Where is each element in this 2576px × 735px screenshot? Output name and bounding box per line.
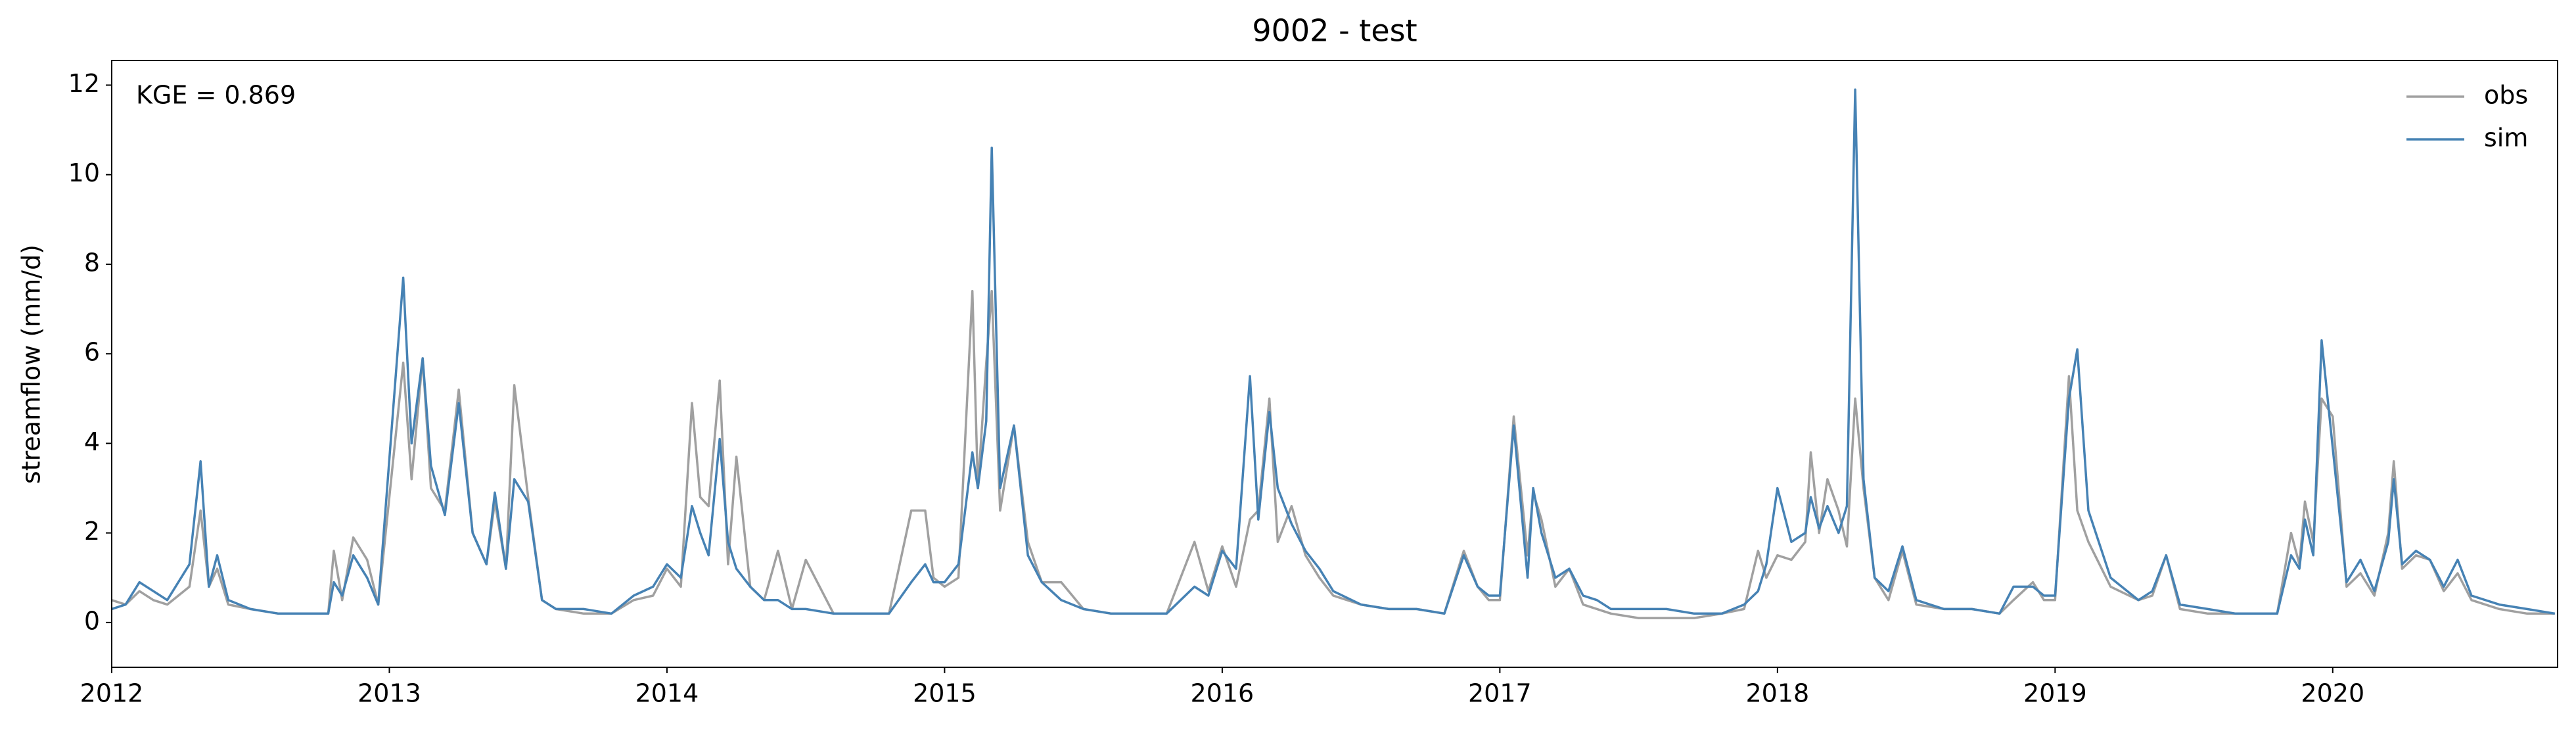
annotation: KGE = 0.869 <box>136 81 296 110</box>
plot-frame <box>111 60 2558 668</box>
x-tick-label: 2016 <box>1191 679 1254 708</box>
x-tick-label: 2014 <box>635 679 699 708</box>
x-tick-label: 2013 <box>357 679 421 708</box>
line-sim <box>111 88 2556 615</box>
x-tick-label: 2020 <box>2301 679 2364 708</box>
y-tick-label: 2 <box>84 517 100 546</box>
x-tick-label: 2017 <box>1468 679 1532 708</box>
y-tick-label: 0 <box>84 606 100 635</box>
x-tick-label: 2012 <box>80 679 144 708</box>
x-tick-label: 2019 <box>2023 679 2087 708</box>
y-axis-label: streamflow (mm/d) <box>17 245 46 484</box>
line-obs <box>111 290 2555 619</box>
y-tick-label: 6 <box>84 338 100 367</box>
legend-label: obs <box>2484 81 2528 110</box>
y-tick-label: 4 <box>84 427 100 456</box>
x-tick-label: 2018 <box>1745 679 1809 708</box>
chart-title: 9002 - test <box>1252 13 1417 49</box>
y-tick-label: 12 <box>68 69 100 98</box>
y-tick-label: 8 <box>84 248 100 277</box>
x-tick-label: 2015 <box>913 679 977 708</box>
y-tick-label: 10 <box>68 158 100 187</box>
legend-label: sim <box>2484 124 2528 153</box>
